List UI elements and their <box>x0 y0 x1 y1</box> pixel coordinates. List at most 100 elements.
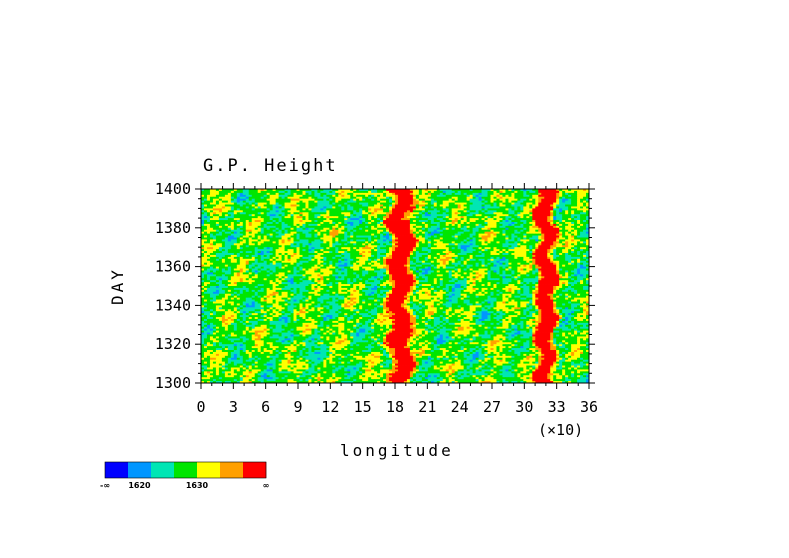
heatmap-cell <box>332 220 336 223</box>
heatmap-cell <box>242 212 247 215</box>
heatmap-cell <box>236 198 241 202</box>
heatmap-cell <box>242 214 247 217</box>
heatmap-cell <box>400 202 405 205</box>
heatmap-cell <box>538 190 542 194</box>
heatmap-cell <box>278 227 282 231</box>
heatmap-cell <box>215 206 220 209</box>
heatmap-cell <box>248 221 253 225</box>
heatmap-cell <box>571 189 575 192</box>
heatmap-cell <box>371 189 375 192</box>
heatmap-cell <box>553 223 557 227</box>
heatmap-cell <box>424 216 429 219</box>
heatmap-cell <box>326 223 330 227</box>
heatmap-cell <box>344 225 348 229</box>
heatmap-cell <box>305 227 309 231</box>
heatmap-cell <box>496 223 500 227</box>
heatmap-cell <box>317 202 321 205</box>
heatmap-cell <box>380 198 384 202</box>
heatmap-cell <box>553 206 557 209</box>
heatmap-cell <box>257 221 262 225</box>
heatmap-cell <box>224 208 229 211</box>
heatmap-cell <box>421 210 426 213</box>
heatmap-cell <box>368 206 372 209</box>
heatmap-cell <box>356 220 360 223</box>
heatmap-cell <box>538 227 542 231</box>
heatmap-cell <box>529 210 533 213</box>
heatmap-cell <box>209 194 214 198</box>
heatmap-cell <box>389 216 393 219</box>
heatmap-cell <box>218 202 223 205</box>
heatmap-cell <box>260 204 265 207</box>
heatmap-cell <box>224 190 229 194</box>
heatmap-cell <box>448 208 453 211</box>
heatmap-cell <box>511 200 515 203</box>
heatmap-cell <box>511 223 515 227</box>
heatmap-cell <box>389 190 393 194</box>
heatmap-cell <box>251 212 256 215</box>
heatmap-cell <box>583 218 587 221</box>
heatmap-cell <box>457 220 462 223</box>
heatmap-cell <box>430 208 435 211</box>
heatmap-cell <box>269 214 274 217</box>
heatmap-cell <box>415 220 420 223</box>
heatmap-cell <box>520 218 524 221</box>
heatmap-cell <box>475 225 479 229</box>
heatmap-cell <box>395 190 399 194</box>
heatmap-cell <box>451 189 456 192</box>
heatmap-cell <box>335 216 339 219</box>
heatmap-cell <box>284 196 288 200</box>
heatmap-cell <box>296 208 300 211</box>
heatmap-cell <box>460 194 465 198</box>
heatmap-cell <box>269 190 274 194</box>
heatmap-cell <box>484 225 488 229</box>
heatmap-cell <box>392 214 396 217</box>
heatmap-cell <box>329 192 333 196</box>
heatmap-cell <box>314 192 318 196</box>
heatmap-cell <box>290 223 294 227</box>
heatmap-cell <box>269 189 274 192</box>
heatmap-cell <box>305 221 309 225</box>
heatmap-cell <box>562 200 566 203</box>
heatmap-cell <box>430 225 435 229</box>
heatmap-cell <box>239 210 244 213</box>
heatmap-cell <box>460 231 465 235</box>
heatmap-cell <box>517 206 521 209</box>
heatmap-cell <box>308 229 312 233</box>
heatmap-cell <box>490 218 494 221</box>
heatmap-cell <box>389 227 393 231</box>
heatmap-cell <box>520 220 524 223</box>
heatmap-cell <box>239 198 244 202</box>
heatmap-cell <box>257 220 262 223</box>
heatmap-cell <box>248 225 253 229</box>
heatmap-cell <box>571 223 575 227</box>
heatmap-cell <box>562 214 566 217</box>
heatmap-cell <box>583 200 587 203</box>
heatmap-cell <box>412 212 417 215</box>
heatmap-cell <box>314 202 318 205</box>
heatmap-cell <box>481 225 485 229</box>
heatmap-cell <box>365 214 369 217</box>
heatmap-cell <box>520 214 524 217</box>
heatmap-cell <box>433 223 438 227</box>
heatmap-cell <box>493 196 497 200</box>
heatmap-cell <box>320 196 324 200</box>
heatmap-cell <box>368 198 372 202</box>
heatmap-cell <box>341 229 345 233</box>
heatmap-cell <box>430 200 435 203</box>
heatmap-cell <box>266 225 271 229</box>
heatmap-cell <box>374 221 378 225</box>
heatmap-cell <box>400 223 405 227</box>
heatmap-cell <box>406 198 411 202</box>
heatmap-cell <box>409 206 414 209</box>
heatmap-cell <box>439 221 444 225</box>
heatmap-cell <box>457 198 462 202</box>
heatmap-cell <box>529 198 533 202</box>
heatmap-cell <box>215 204 220 207</box>
heatmap-cell <box>359 208 363 211</box>
heatmap-cell <box>490 227 494 231</box>
heatmap-cell <box>201 202 205 205</box>
heatmap-cell <box>209 208 214 211</box>
heatmap-cell <box>433 218 438 221</box>
heatmap-cell <box>356 200 360 203</box>
